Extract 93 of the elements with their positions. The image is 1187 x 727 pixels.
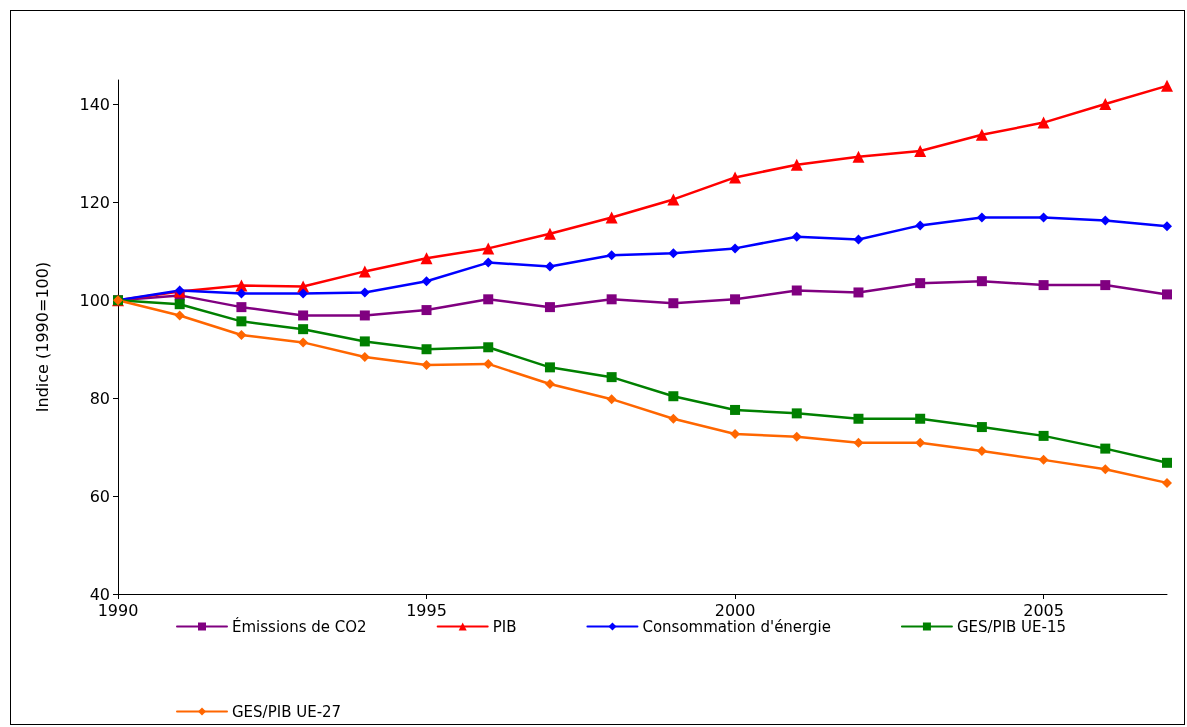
point [421, 359, 432, 370]
point [915, 278, 926, 289]
point [544, 302, 555, 313]
point [791, 285, 802, 296]
point [298, 288, 309, 299]
y-tick-label: 140 [79, 94, 110, 114]
point [976, 422, 987, 433]
point [605, 211, 618, 224]
point [915, 413, 926, 424]
point [730, 404, 741, 415]
y-axis-title: Indice (1990=100) [32, 261, 52, 413]
point [236, 316, 247, 327]
point [791, 231, 802, 242]
point [359, 352, 370, 363]
point [791, 431, 802, 442]
point [1038, 430, 1049, 441]
point [1161, 79, 1173, 92]
point [1162, 477, 1172, 488]
point [421, 344, 432, 355]
point [298, 324, 309, 335]
point [236, 302, 247, 313]
x-tick-label: 2005 [1023, 600, 1064, 620]
point [606, 250, 617, 261]
legend-label: Consommation d'énergie [642, 617, 831, 636]
point [359, 287, 370, 298]
point [1100, 464, 1111, 475]
point [790, 158, 803, 171]
point [1162, 457, 1172, 468]
point [606, 394, 617, 405]
point [358, 265, 371, 278]
point [915, 437, 926, 448]
point [606, 372, 617, 383]
point [1038, 454, 1049, 465]
point [1100, 215, 1111, 226]
point [1100, 443, 1111, 454]
point [236, 288, 247, 299]
point [1100, 280, 1111, 291]
point [976, 276, 987, 287]
point [730, 294, 741, 305]
point [667, 193, 680, 206]
point [174, 310, 185, 321]
legend-label: GES/PIB UE-27 [232, 702, 342, 721]
y-tick-label: 120 [79, 192, 110, 212]
point [791, 408, 802, 419]
point [606, 294, 617, 305]
point [298, 310, 309, 321]
x-tick-label: 1995 [406, 600, 447, 620]
point [668, 391, 679, 402]
point [1162, 289, 1172, 300]
point [668, 298, 679, 309]
x-tick-label: 2000 [714, 600, 756, 620]
point [914, 144, 927, 157]
point [976, 446, 987, 457]
point [853, 437, 864, 448]
point [668, 413, 679, 424]
point [421, 305, 432, 316]
point [420, 252, 433, 265]
y-tick-label: 60 [89, 486, 110, 506]
point [853, 413, 864, 424]
point [975, 128, 988, 141]
point [298, 337, 309, 348]
point [483, 342, 494, 353]
point [544, 378, 555, 389]
point [853, 287, 864, 298]
point [1162, 221, 1172, 232]
legend-label: Émissions de CO2 [232, 616, 367, 636]
y-tick-label: 80 [89, 388, 110, 408]
point [668, 248, 679, 259]
point [976, 212, 987, 223]
point [236, 330, 247, 341]
point [483, 294, 494, 305]
point [1038, 212, 1049, 223]
point [421, 276, 432, 287]
legend-label: GES/PIB UE-15 [956, 617, 1067, 636]
point [544, 261, 555, 272]
point [174, 299, 185, 310]
point [483, 257, 494, 268]
point [359, 336, 370, 347]
point [853, 234, 864, 245]
point [482, 242, 495, 255]
point [544, 362, 555, 373]
point [483, 358, 494, 369]
point [1038, 280, 1049, 291]
legend-label: PIB [492, 617, 517, 636]
point [729, 171, 742, 184]
point [730, 243, 741, 254]
point [359, 310, 370, 321]
y-tick-label: 100 [79, 290, 110, 310]
point [915, 220, 926, 231]
point [852, 150, 865, 163]
point [1099, 97, 1112, 110]
point [543, 227, 556, 240]
point [1037, 116, 1050, 129]
